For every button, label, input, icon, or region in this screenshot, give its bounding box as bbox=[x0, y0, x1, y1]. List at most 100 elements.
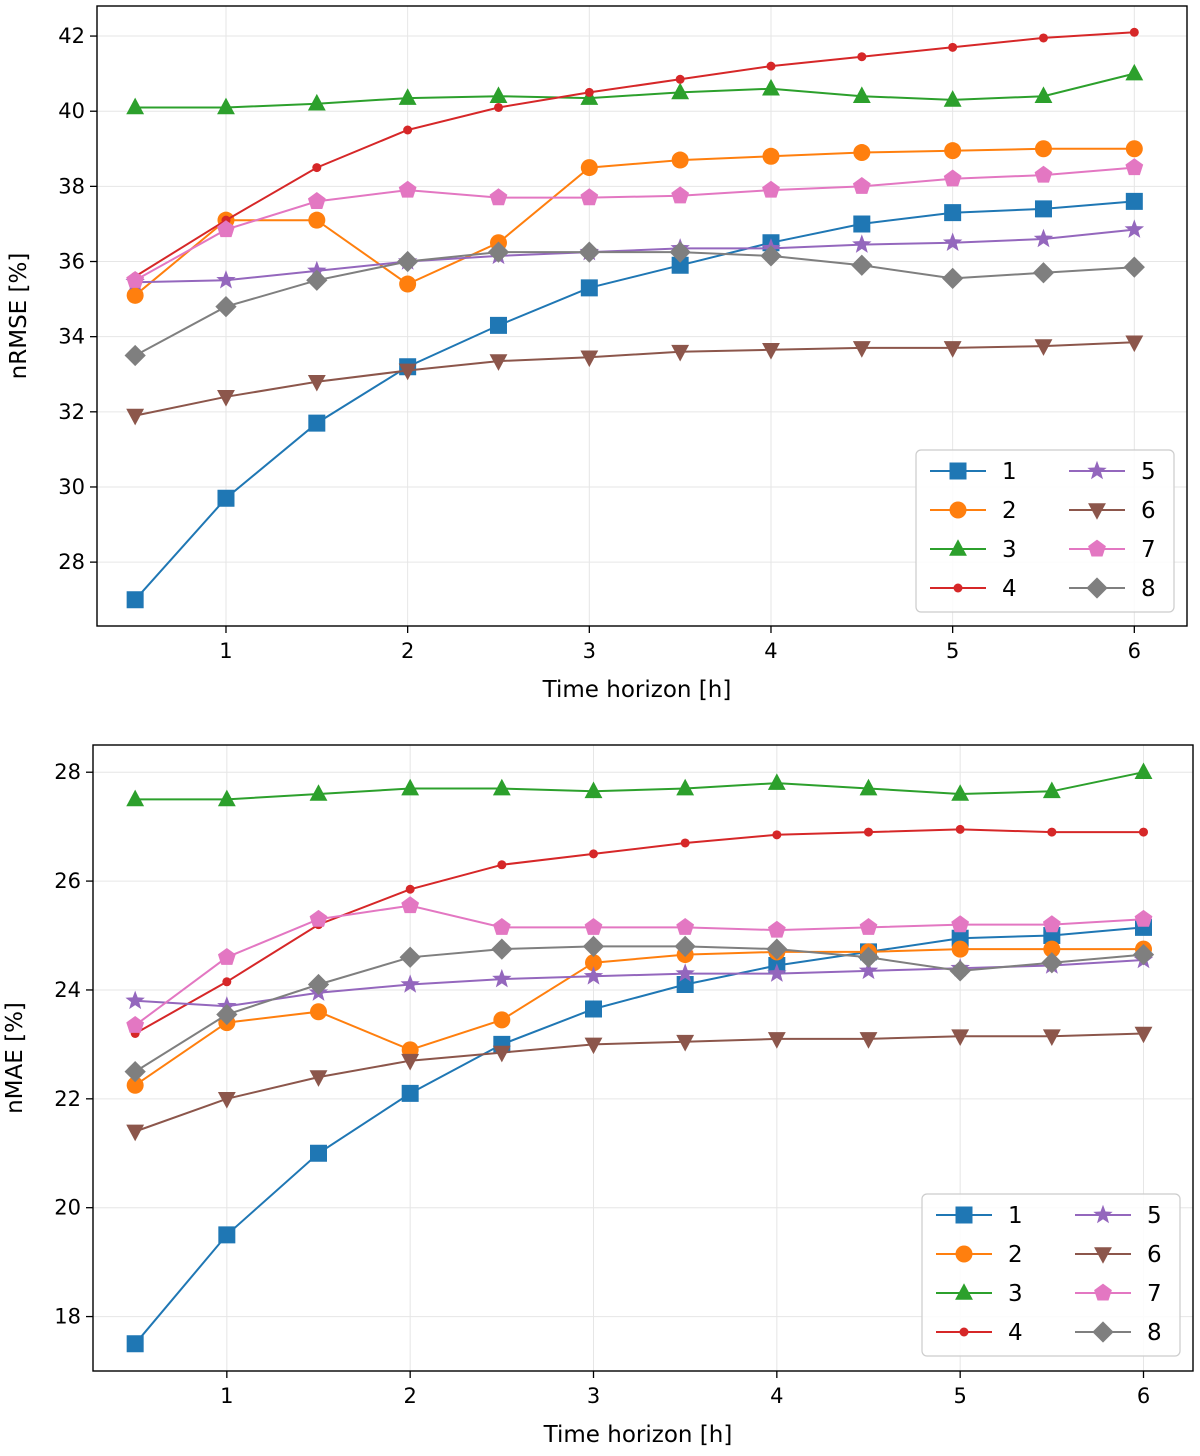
series-7-point bbox=[217, 220, 235, 238]
y-tick-label: 28 bbox=[54, 760, 81, 784]
legend-marker bbox=[1086, 577, 1108, 599]
legend-label: 6 bbox=[1141, 498, 1156, 524]
series-8-point bbox=[1132, 943, 1155, 966]
series-7-point bbox=[309, 909, 328, 927]
series-1-point bbox=[126, 591, 144, 609]
series-6-point bbox=[580, 350, 599, 368]
series-1-point bbox=[944, 204, 962, 222]
legend-entry-5: 5 bbox=[1075, 1203, 1162, 1229]
series-6-point bbox=[1034, 339, 1053, 356]
series-6-point bbox=[309, 1070, 328, 1087]
series-4-point bbox=[1139, 827, 1148, 837]
x-tick-label: 3 bbox=[587, 1384, 600, 1408]
legend-marker bbox=[1093, 1204, 1113, 1224]
series-3-point bbox=[217, 789, 236, 807]
series-3-point bbox=[1125, 63, 1144, 81]
series-4-point bbox=[857, 52, 867, 62]
series-3-point bbox=[762, 78, 780, 96]
series-6-point bbox=[1125, 335, 1144, 353]
series-3-point bbox=[676, 778, 695, 796]
series-1-point bbox=[853, 215, 871, 233]
series-6-point bbox=[671, 344, 690, 362]
legend-entry-4: 4 bbox=[936, 1320, 1023, 1346]
series-5-point bbox=[583, 966, 604, 985]
series-4-point bbox=[403, 125, 413, 135]
series-1-point bbox=[671, 256, 689, 274]
series-7-point bbox=[1125, 158, 1144, 176]
series-5-point bbox=[492, 968, 512, 988]
y-tick-label: 18 bbox=[54, 1305, 81, 1329]
series-6-point bbox=[489, 354, 508, 371]
series-6-point bbox=[943, 341, 962, 358]
series-7-point bbox=[584, 918, 603, 935]
series-4-point bbox=[948, 42, 958, 52]
series-6-point bbox=[1042, 1029, 1061, 1047]
series-3-point bbox=[492, 778, 511, 796]
series-4-point bbox=[493, 102, 503, 112]
series-3-point bbox=[489, 86, 508, 103]
series-6-point bbox=[762, 343, 780, 360]
series-1-point bbox=[308, 414, 326, 432]
series-8-point bbox=[578, 241, 600, 263]
legend-entry-8: 8 bbox=[1075, 1320, 1162, 1346]
series-6-point bbox=[767, 1032, 786, 1049]
legend-entry-3: 3 bbox=[936, 1281, 1023, 1307]
series-8-point bbox=[216, 1003, 238, 1026]
y-tick-label: 20 bbox=[54, 1196, 81, 1220]
series-5-point bbox=[125, 990, 145, 1010]
series-6-point bbox=[401, 1053, 420, 1071]
series-6-point bbox=[126, 408, 145, 426]
series-1-point bbox=[401, 1084, 419, 1102]
legend-label: 4 bbox=[1008, 1320, 1023, 1346]
legend-marker bbox=[1092, 1321, 1114, 1343]
legend-entry-4: 4 bbox=[930, 576, 1017, 602]
x-tick-label: 4 bbox=[770, 1384, 783, 1408]
axes-frame bbox=[96, 5, 1188, 627]
y-tick-label: 30 bbox=[58, 475, 85, 499]
series-8-point bbox=[857, 946, 880, 968]
series-6-point bbox=[492, 1045, 511, 1063]
x-tick-label: 5 bbox=[946, 639, 959, 663]
legend-entry-7: 7 bbox=[1069, 537, 1156, 563]
series-5-point bbox=[942, 232, 963, 251]
series-7-point bbox=[217, 947, 236, 965]
series-8-point bbox=[766, 938, 788, 960]
legend-label: 1 bbox=[1008, 1203, 1023, 1229]
x-tick-label: 1 bbox=[219, 639, 232, 663]
y-tick-label: 32 bbox=[58, 400, 85, 424]
legend-entry-1: 1 bbox=[936, 1203, 1023, 1229]
x-axis-label: Time horizon [h] bbox=[543, 1422, 733, 1448]
x-tick-label: 6 bbox=[1137, 1384, 1150, 1408]
series-6-point bbox=[852, 341, 871, 358]
series-7-line bbox=[134, 166, 1135, 282]
series-5-point bbox=[858, 960, 879, 980]
series-6-point bbox=[951, 1029, 970, 1047]
series-6-point bbox=[676, 1034, 695, 1052]
series-8-point bbox=[307, 973, 330, 996]
legend-marker bbox=[949, 539, 967, 556]
series-6-line bbox=[134, 1032, 1144, 1133]
legend-entry-7: 7 bbox=[1075, 1281, 1162, 1307]
legend-label: 2 bbox=[1008, 1242, 1023, 1268]
series-7-point bbox=[1042, 915, 1061, 933]
legend-entry-1: 1 bbox=[930, 459, 1017, 485]
series-4-line bbox=[134, 31, 1135, 278]
series-8-point bbox=[1041, 952, 1063, 974]
series-3-point bbox=[852, 86, 871, 103]
series-4-point bbox=[675, 74, 685, 84]
series-7-point bbox=[852, 177, 871, 194]
series-5-point bbox=[1033, 228, 1054, 248]
series-4-point bbox=[1129, 27, 1139, 37]
legend-label: 8 bbox=[1147, 1320, 1162, 1346]
legend-entry-5: 5 bbox=[1069, 459, 1156, 485]
series-6-point bbox=[398, 363, 417, 381]
series-3-point bbox=[401, 778, 420, 796]
series-8-point bbox=[942, 267, 964, 290]
legend-label: 7 bbox=[1141, 537, 1156, 563]
y-axis-label: nMAE [%] bbox=[2, 1002, 28, 1114]
series-3-point bbox=[398, 88, 417, 105]
series-7-point bbox=[398, 180, 417, 198]
legend-entry-2: 2 bbox=[930, 498, 1017, 524]
series-5-line bbox=[135, 959, 1144, 1008]
